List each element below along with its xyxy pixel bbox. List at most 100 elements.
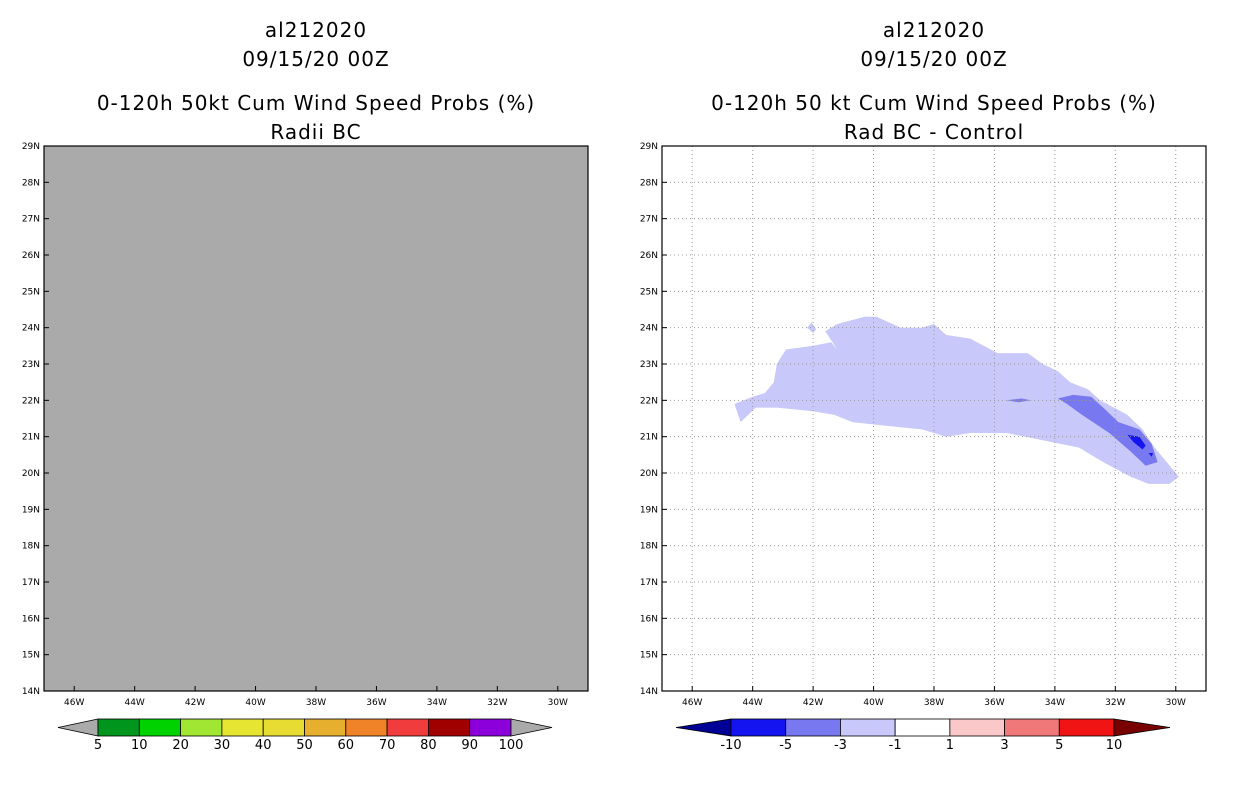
y-tick-label: 19N (640, 505, 658, 515)
left-date: 09/15/20 00Z (242, 47, 390, 71)
colorbar-swatch (840, 718, 896, 737)
colorbar-label: 80 (420, 738, 437, 753)
y-tick-label: 27N (22, 215, 40, 225)
x-tick-label: 36W (366, 698, 386, 708)
x-tick-label: 44W (124, 698, 144, 708)
right-date: 09/15/20 00Z (860, 47, 1008, 71)
colorbar-swatch (138, 718, 182, 737)
x-tick-label: 42W (803, 698, 823, 708)
y-tick-label: 20N (640, 469, 658, 479)
colorbar-label: -3 (834, 738, 847, 753)
y-tick-label: 21N (640, 433, 658, 443)
x-tick-label: 42W (185, 698, 205, 708)
y-tick-label: 23N (640, 360, 658, 370)
y-tick-label: 18N (640, 542, 658, 552)
colorbar-swatch (221, 718, 264, 737)
colorbar-label: 60 (338, 738, 355, 753)
chart-panel-0: 46W 44W 42W 40W 38W 36W 34W 32W 30W 14N 15N 16N 17N 1… (22, 142, 589, 753)
colorbar-label: 1 (946, 738, 954, 753)
chart-panel-1: 46W 44W 42W 40W 38W 36W 34W 32W 30W 14N 15N 16N 17N 1… (640, 142, 1207, 753)
y-tick-label: 15N (22, 651, 40, 661)
colorbar-arrow-left (675, 718, 732, 737)
x-tick-label: 32W (1105, 698, 1125, 708)
colorbar-1: -10 -5 -3 -1 1 3 5 10 (675, 718, 1171, 753)
y-tick-label: 24N (640, 324, 658, 334)
colorbar-arrow-left (57, 718, 99, 737)
colorbar-label: 5 (1055, 738, 1063, 753)
x-tick-label: 34W (427, 698, 447, 708)
colorbar-label: 100 (499, 738, 524, 753)
y-tick-label: 29N (640, 142, 658, 152)
y-tick-label: 25N (640, 287, 658, 297)
y-tick-label: 26N (22, 251, 40, 261)
colorbar-label: 10 (1106, 738, 1123, 753)
contour-region-0 (734, 316, 1179, 484)
x-tick-label: 32W (487, 698, 507, 708)
y-tick-label: 29N (22, 142, 40, 152)
colorbar-label: 30 (214, 738, 231, 753)
x-tick-label: 38W (924, 698, 944, 708)
y-tick-label: 20N (22, 469, 40, 479)
right-chart-title: 0-120h 50 kt Cum Wind Speed Probs (%) (711, 91, 1157, 115)
colorbar-swatch (262, 718, 305, 737)
colorbar-swatch (1004, 718, 1060, 737)
colorbar-label: -1 (889, 738, 902, 753)
y-tick-label: 14N (640, 687, 658, 697)
colorbar-arrow-right (510, 718, 553, 737)
colorbar-label: 40 (255, 738, 272, 753)
colorbar-swatch (345, 718, 388, 737)
left-chart-title: 0-120h 50kt Cum Wind Speed Probs (%) (96, 91, 536, 115)
y-tick-label: 18N (22, 542, 40, 552)
x-tick-label: 46W (682, 698, 702, 708)
colorbar-swatch (469, 718, 512, 737)
colorbar-label: 50 (296, 738, 313, 753)
y-tick-label: 22N (22, 396, 40, 406)
colorbar-label: 90 (461, 738, 478, 753)
colorbar-0: 5 10 20 30 40 50 60 70 80 90 100 (57, 718, 553, 753)
x-tick-label: 36W (984, 698, 1004, 708)
colorbar-label: 5 (94, 738, 102, 753)
y-tick-label: 27N (640, 215, 658, 225)
y-tick-label: 28N (640, 178, 658, 188)
x-tick-label: 38W (306, 698, 326, 708)
contour-region-2 (1057, 394, 1158, 466)
y-tick-label: 23N (22, 360, 40, 370)
right-panel-title: al212020 09/15/20 00Z 0-120h 50 kt Cum W… (662, 16, 1206, 147)
y-tick-label: 21N (22, 433, 40, 443)
left-panel-title: al212020 09/15/20 00Z 0-120h 50kt Cum Wi… (44, 16, 588, 147)
colorbar-swatch (304, 718, 347, 737)
x-tick-label: 40W (245, 698, 265, 708)
colorbar-swatch (1058, 718, 1115, 737)
right-chart-subtitle: Rad BC - Control (843, 120, 1025, 144)
colorbar-label: -10 (720, 738, 741, 753)
x-tick-label: 30W (548, 698, 568, 708)
x-tick-label: 40W (863, 698, 883, 708)
y-tick-label: 22N (640, 396, 658, 406)
x-tick-label: 34W (1045, 698, 1065, 708)
colorbar-swatch (949, 718, 1005, 737)
colorbar-swatch (730, 718, 787, 737)
colorbar-swatch (97, 718, 140, 737)
colorbar-arrow-right (1113, 718, 1171, 737)
y-tick-label: 24N (22, 324, 40, 334)
colorbar-swatch (386, 718, 429, 737)
colorbar-label: 70 (379, 738, 396, 753)
colorbar-label: 3 (1000, 738, 1008, 753)
y-tick-label: 16N (22, 614, 40, 624)
y-tick-label: 15N (640, 651, 658, 661)
colorbar-swatch (427, 718, 471, 737)
y-tick-label: 25N (22, 287, 40, 297)
x-tick-label: 44W (742, 698, 762, 708)
contour-region-1 (807, 322, 817, 334)
x-tick-label: 30W (1166, 698, 1186, 708)
left-storm-id: al212020 (264, 18, 368, 42)
contour-region-4 (1127, 434, 1146, 450)
y-tick-label: 17N (22, 578, 40, 588)
colorbar-label: 20 (172, 738, 189, 753)
y-tick-label: 16N (640, 614, 658, 624)
colorbar-swatch (785, 718, 841, 737)
contour-region-5 (1148, 453, 1154, 457)
plot-area-0 (44, 146, 588, 691)
left-chart-subtitle: Radii BC (270, 120, 362, 144)
